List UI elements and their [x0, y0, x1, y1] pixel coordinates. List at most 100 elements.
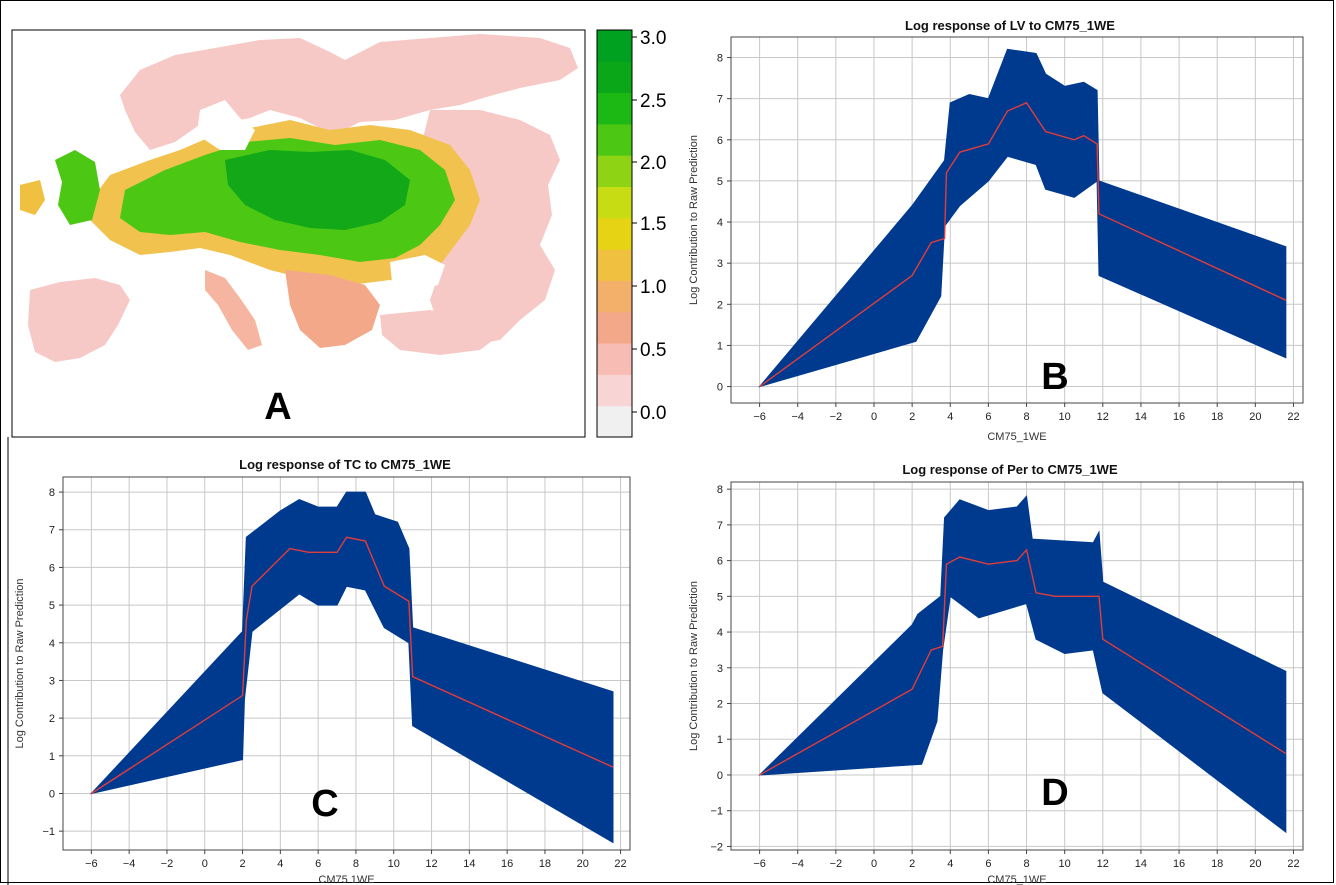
x-tick-label: 22 [614, 858, 626, 870]
colorbar-swatch [597, 280, 632, 313]
map-region-italy [205, 270, 262, 350]
y-tick-label: −2 [710, 841, 723, 853]
chart-title: Log response of Per to CM75_1WE [902, 462, 1118, 477]
x-tick-label: 4 [947, 858, 953, 870]
panel-a-letter: A [264, 386, 291, 428]
y-tick-label: −1 [42, 826, 55, 838]
colorbar-swatch [597, 217, 632, 250]
panel-letter: D [1041, 772, 1068, 814]
x-tick-label: 6 [985, 411, 991, 423]
x-tick-label: −4 [123, 858, 136, 870]
colorbar-swatch [597, 405, 632, 438]
x-tick-label: −2 [161, 858, 174, 870]
map-colorbar: 3.0 2.5 2.0 1.5 1.0 0.5 0.0 [596, 28, 666, 438]
y-tick-label: 3 [717, 663, 723, 675]
panel-letter: C [311, 783, 338, 825]
y-tick-label: 3 [49, 675, 55, 687]
plot-border [62, 476, 631, 851]
panel-letter: B [1041, 356, 1068, 398]
y-tick-label: 8 [717, 484, 723, 496]
y-axis-label: Log Contribution to Raw Prediction [688, 581, 700, 751]
y-axis-label: Log Contribution to Raw Prediction [688, 135, 700, 305]
chart-title: Log response of LV to CM75_1WE [905, 18, 1115, 33]
y-tick-label: 4 [49, 638, 55, 650]
y-tick-label: 6 [717, 556, 723, 568]
colorbar-tick-label: 1.0 [640, 277, 666, 298]
colorbar-swatch [597, 311, 632, 344]
x-tick-label: 8 [1023, 858, 1029, 870]
map-region-deep [225, 150, 410, 230]
map-region-turkey [380, 310, 500, 355]
y-tick-label: 0 [717, 382, 723, 394]
x-tick-label: 10 [1059, 858, 1071, 870]
x-tick-label: −4 [791, 858, 804, 870]
panel-d-chart: −6 −4 −2 0 2 4 6 8 10 12 14 16 18 20 22−2−1012345678Lo… [688, 462, 1304, 885]
x-tick-label: 8 [353, 858, 359, 870]
x-tick-label: 18 [539, 858, 551, 870]
x-tick-label: 22 [1287, 858, 1299, 870]
x-tick-label: −2 [830, 411, 843, 423]
y-tick-label: −1 [710, 806, 723, 818]
colorbar-swatch [597, 374, 632, 407]
y-tick-label: 1 [717, 734, 723, 746]
y-tick-label: 4 [717, 627, 723, 639]
europe-map [20, 34, 578, 390]
x-tick-label: 0 [202, 858, 208, 870]
y-tick-label: 5 [717, 176, 723, 188]
colorbar-swatch [597, 186, 632, 219]
mean-response-line [759, 101, 1287, 388]
x-tick-label: 14 [1135, 858, 1147, 870]
x-tick-label: 20 [577, 858, 589, 870]
x-tick-label: 6 [315, 858, 321, 870]
x-tick-label: 16 [501, 858, 513, 870]
colorbar-swatch [597, 92, 632, 125]
mean-response-line [759, 548, 1287, 776]
x-tick-label: 16 [1173, 858, 1185, 870]
y-tick-label: 1 [49, 751, 55, 763]
panel-c-chart: −6 −4 −2 0 2 4 6 8 10 12 14 16 18 20 22−1012345678Log … [14, 457, 631, 885]
colorbar-tick-label: 2.5 [640, 91, 666, 112]
colorbar-tick-label: 0.5 [640, 340, 666, 361]
x-tick-label: −6 [85, 858, 98, 870]
x-tick-label: 12 [1097, 411, 1109, 423]
x-tick-label: 8 [1023, 411, 1029, 423]
y-tick-label: 6 [49, 562, 55, 574]
colorbar-tick-label: 2.0 [640, 153, 666, 174]
x-tick-label: −4 [791, 411, 804, 423]
x-tick-label: 20 [1249, 411, 1261, 423]
map-region-britain [55, 150, 100, 225]
x-tick-label: 18 [1211, 858, 1223, 870]
x-tick-label: 6 [985, 858, 991, 870]
x-tick-label: 14 [463, 858, 475, 870]
y-tick-label: 1 [717, 340, 723, 352]
x-tick-label: 2 [909, 858, 915, 870]
map-mediterranean [120, 295, 330, 390]
mean-response-line [90, 536, 614, 795]
confidence-band [758, 495, 1287, 834]
panel-a-map: A 3.0 2.5 2.0 1.5 1.0 0.5 0.0 [11, 28, 666, 438]
x-tick-label: 2 [909, 411, 915, 423]
x-axis-label: CM75 1WE [318, 874, 374, 885]
y-tick-label: 0 [49, 788, 55, 800]
x-axis-label: CM75_1WE [987, 431, 1046, 443]
confidence-band [758, 48, 1287, 388]
plot-border [730, 36, 1304, 404]
x-tick-label: 0 [871, 411, 877, 423]
y-tick-label: 8 [717, 53, 723, 65]
y-tick-label: 0 [717, 770, 723, 782]
x-tick-label: 18 [1211, 411, 1223, 423]
y-tick-label: 7 [49, 525, 55, 537]
x-tick-label: 20 [1249, 858, 1261, 870]
colorbar-tick-label: 1.5 [640, 214, 666, 235]
x-tick-label: −6 [753, 858, 766, 870]
y-tick-label: 6 [717, 135, 723, 147]
y-tick-label: 5 [717, 591, 723, 603]
x-tick-label: 4 [277, 858, 283, 870]
x-tick-label: 2 [239, 858, 245, 870]
map-region-balkans [285, 270, 380, 348]
x-tick-label: −2 [830, 858, 843, 870]
y-axis-label: Log Contribution to Raw Prediction [14, 579, 26, 749]
x-tick-label: −6 [753, 411, 766, 423]
map-region-iberia [28, 278, 130, 362]
